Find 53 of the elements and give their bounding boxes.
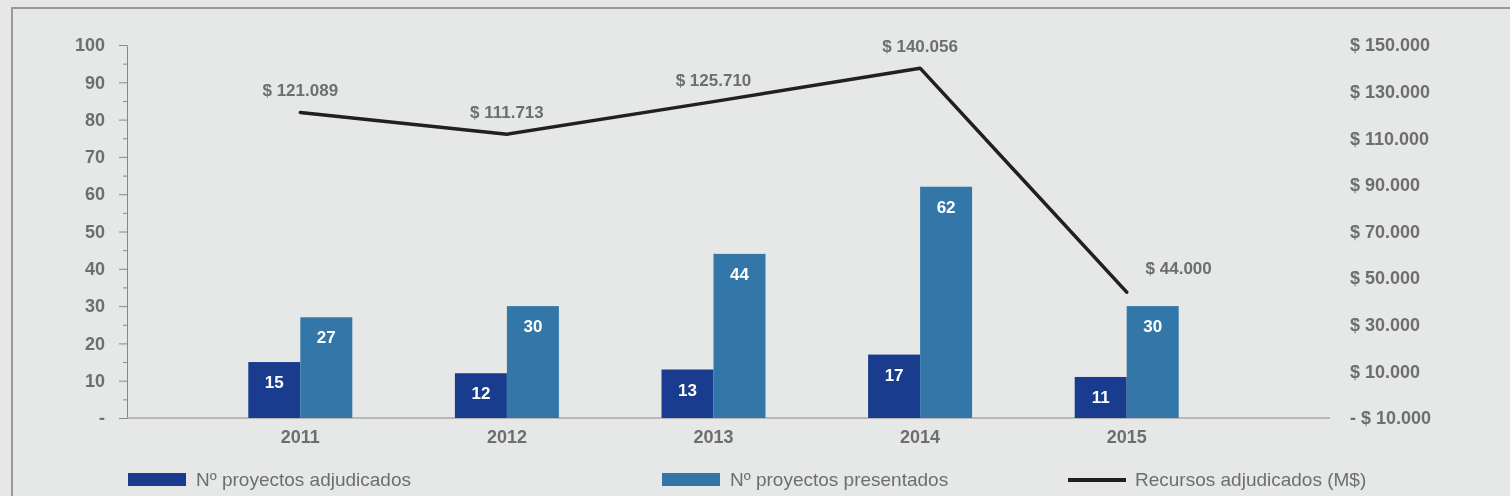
x-tick-label: 2012 (486, 426, 527, 447)
y2-tick-label: $ 90.000 (1350, 175, 1421, 196)
data-label: 62 (936, 197, 956, 217)
data-label: 15 (264, 373, 284, 393)
bar (661, 369, 714, 418)
data-label: $ 121.089 (262, 81, 339, 101)
data-label: $ 111.713 (470, 103, 544, 123)
bar (454, 373, 507, 418)
legend-label: Recursos adjudicados (M$) (1135, 469, 1367, 490)
y-tick-label: 80 (84, 109, 105, 130)
bar (713, 253, 766, 418)
data-label: $ 125.710 (675, 70, 752, 90)
data-label: 27 (316, 328, 336, 348)
y-tick-label: - (99, 408, 105, 429)
x-tick-label: 2015 (1106, 426, 1147, 447)
y-tick-label: 20 (84, 333, 105, 354)
data-label: $ 140.056 (882, 37, 958, 57)
y-tick-label: 60 (84, 184, 105, 205)
bar (920, 186, 973, 418)
bar (300, 317, 353, 418)
data-label: 13 (678, 380, 697, 400)
x-tick-label: 2014 (900, 426, 941, 447)
y-tick-label: 100 (74, 35, 105, 56)
y2-tick-label: $ 70.000 (1350, 221, 1421, 242)
y2-tick-label: $ 110.000 (1350, 128, 1430, 149)
y2-tick-label: $ 130.000 (1350, 81, 1431, 102)
y2-tick-label: - $ 10.000 (1350, 408, 1432, 429)
bar (248, 362, 301, 418)
legend-label: Nº proyectos presentados (730, 469, 949, 490)
data-label: 30 (523, 317, 543, 337)
x-tick-label: 2011 (280, 426, 320, 447)
data-label: 12 (471, 384, 491, 404)
y2-tick-label: $ 10.000 (1350, 361, 1421, 382)
bar (1126, 306, 1179, 418)
y2-tick-label: $ 50.000 (1350, 268, 1421, 289)
data-label: 44 (730, 264, 750, 284)
data-label: 30 (1143, 317, 1163, 337)
y-tick-label: 10 (84, 370, 105, 391)
bar (868, 354, 921, 418)
bar (506, 306, 559, 418)
bar (1074, 376, 1127, 418)
data-label: 17 (884, 365, 904, 385)
data-label: $ 44.000 (1145, 259, 1212, 279)
y-tick-label: 30 (84, 296, 105, 317)
y-tick-label: 90 (84, 72, 105, 93)
y-tick-label: 40 (84, 259, 105, 280)
x-tick-label: 2013 (693, 426, 734, 447)
legend-label: Nº proyectos adjudicados (196, 469, 412, 490)
y-tick-label: 70 (84, 147, 105, 168)
y-tick-label: 50 (84, 221, 105, 242)
data-label: 11 (1091, 387, 1110, 407)
y2-tick-label: $ 30.000 (1350, 315, 1421, 336)
y2-tick-label: $ 150.000 (1350, 35, 1431, 56)
